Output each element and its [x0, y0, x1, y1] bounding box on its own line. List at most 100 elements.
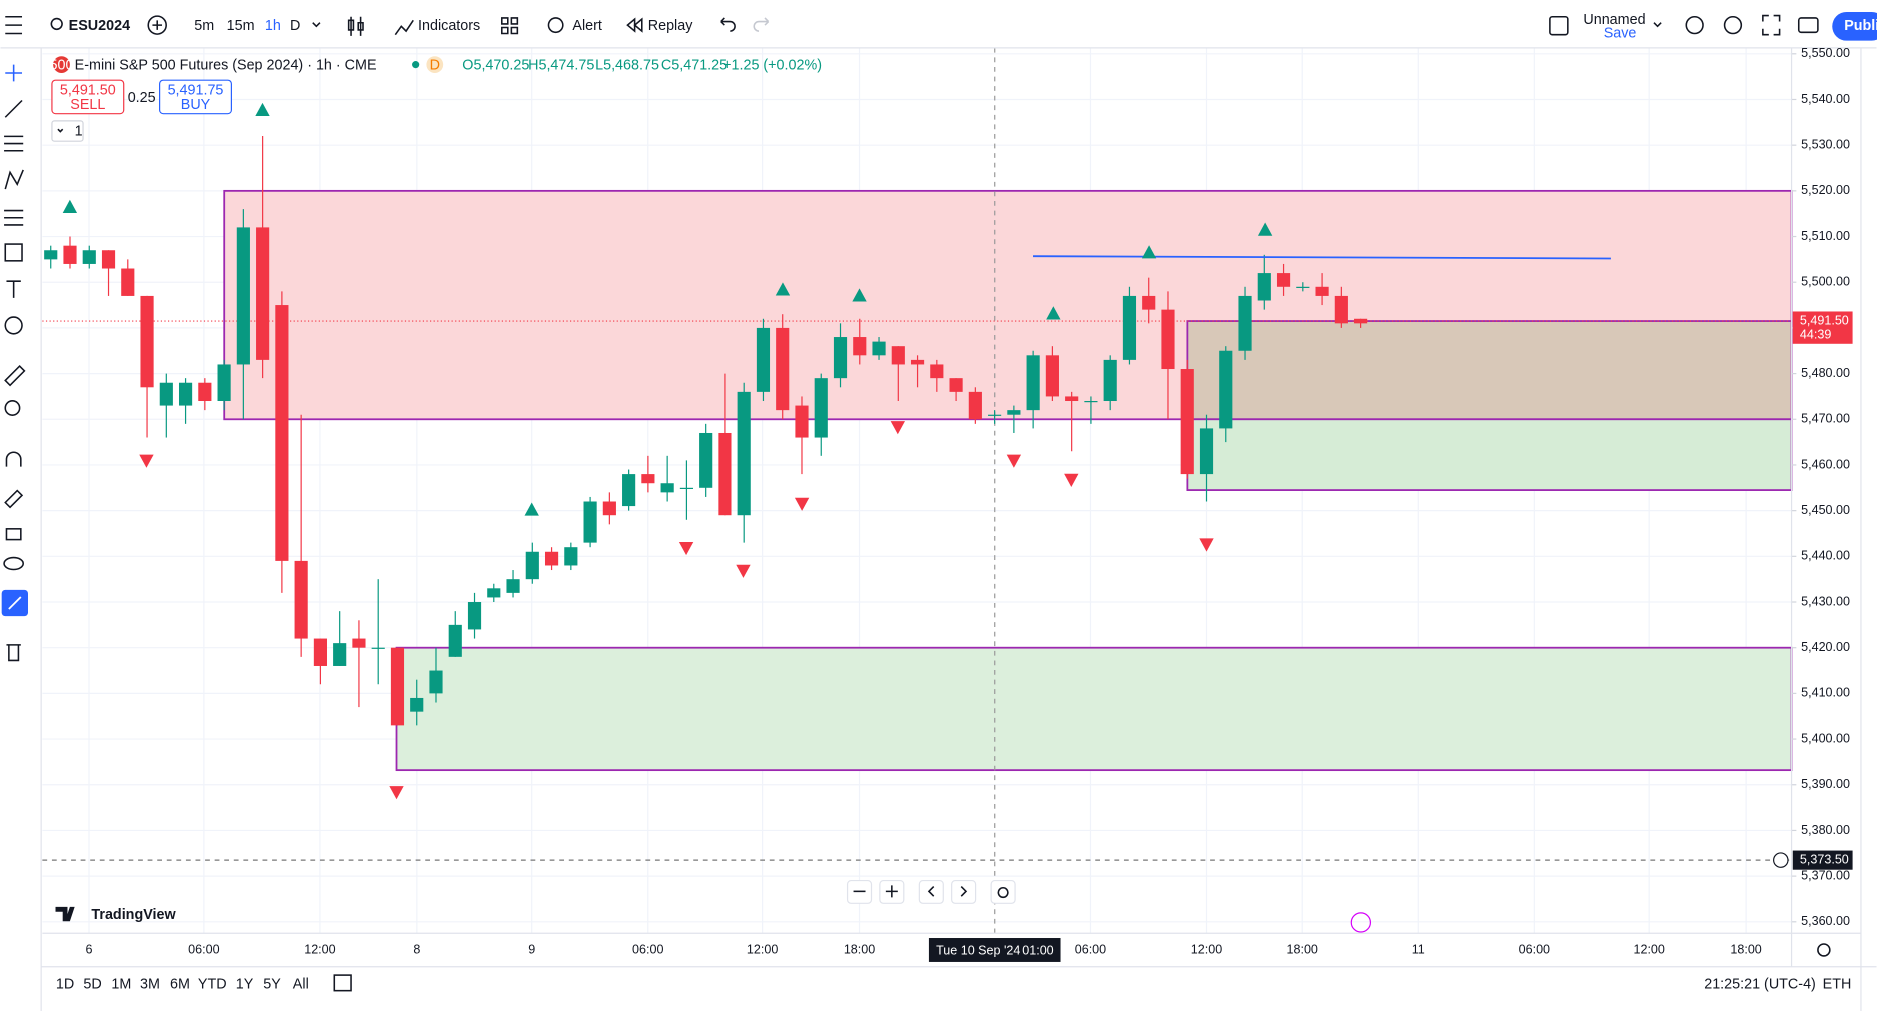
icon-tool[interactable]: [4, 316, 23, 335]
replay-button[interactable]: Replay: [648, 18, 693, 34]
trash-tool[interactable]: [6, 644, 21, 662]
crosshair-price-label: 5,373.50: [1800, 852, 1849, 866]
goto-date[interactable]: [333, 974, 352, 992]
scroll-right[interactable]: [951, 879, 977, 904]
range-button[interactable]: YTD: [198, 976, 227, 992]
shape-tool[interactable]: [4, 243, 23, 262]
add-alert[interactable]: [1773, 852, 1789, 868]
trend-line: [1033, 255, 1611, 260]
top-toolbar: ESU2024 5m 15m 1h D Indicators Alert Rep…: [0, 11, 1877, 49]
interval-menu[interactable]: [312, 22, 321, 28]
line-tool[interactable]: [4, 99, 23, 118]
pattern-tool[interactable]: [4, 169, 24, 190]
add-symbol[interactable]: [147, 15, 167, 35]
flash-icon[interactable]: [1350, 912, 1372, 933]
y-tick-label: 5,360.00: [1801, 914, 1850, 928]
x-tick-label: 12:00: [1191, 942, 1222, 956]
badge-text: 500: [50, 58, 74, 74]
zoom-tool[interactable]: [4, 400, 21, 416]
reset-view[interactable]: [990, 879, 1016, 904]
interval[interactable]: 5m: [194, 18, 214, 34]
quantity[interactable]: 1: [75, 123, 83, 139]
chart-type[interactable]: [347, 16, 364, 36]
interval[interactable]: 15m: [227, 18, 255, 34]
sell-label[interactable]: SELL: [70, 97, 105, 113]
range-button[interactable]: 6M: [170, 976, 190, 992]
buy-button[interactable]: [159, 79, 232, 115]
range-button[interactable]: 3M: [140, 976, 160, 992]
crosshair-time: 01:00: [1022, 943, 1053, 957]
measure-tool[interactable]: [4, 365, 26, 387]
buy-label[interactable]: BUY: [181, 97, 211, 113]
crosshair-tool[interactable]: [5, 64, 23, 82]
scroll-left[interactable]: [918, 879, 944, 904]
symbol[interactable]: ESU2024: [69, 18, 130, 34]
sell-signal: [1006, 454, 1022, 468]
sell-price[interactable]: 5,491.50: [60, 83, 116, 99]
sell-button[interactable]: [51, 79, 125, 115]
session-toggle[interactable]: ETH: [1823, 976, 1852, 992]
range-button[interactable]: 1Y: [236, 976, 254, 992]
magnet-tool[interactable]: [5, 451, 22, 467]
alert-button[interactable]: Alert: [572, 18, 602, 34]
lock-tool[interactable]: [5, 528, 22, 541]
candle-body: [1026, 355, 1040, 411]
range-button[interactable]: 1M: [111, 976, 131, 992]
settings[interactable]: [1723, 15, 1743, 35]
candle-body: [564, 547, 578, 566]
candle-body: [82, 250, 96, 264]
interval-active[interactable]: 1h: [265, 18, 281, 34]
snapshot[interactable]: [1797, 17, 1819, 34]
interval[interactable]: D: [290, 18, 300, 34]
fullscreen[interactable]: [1762, 14, 1781, 36]
forecast-tool[interactable]: [4, 209, 24, 226]
sync-icon: [8, 596, 22, 610]
quick-search[interactable]: [1685, 15, 1704, 35]
y-tick-label: 5,530.00: [1801, 137, 1850, 151]
publish-button[interactable]: [1832, 11, 1877, 41]
x-tick-label: 18:00: [1730, 942, 1761, 956]
range-button[interactable]: 1D: [56, 976, 74, 992]
undo[interactable]: [720, 17, 736, 32]
indicators-button[interactable]: Indicators: [418, 18, 480, 34]
text-tool[interactable]: [6, 280, 21, 298]
quantity-box[interactable]: [51, 120, 84, 142]
clock: 21:25:21 (UTC-4): [1704, 976, 1816, 992]
menu-button[interactable]: [5, 15, 23, 35]
candle-body: [1103, 359, 1117, 402]
range-button[interactable]: All: [293, 976, 309, 992]
candle-body: [699, 432, 713, 488]
range-button[interactable]: 5D: [83, 976, 101, 992]
axis-settings[interactable]: [1817, 943, 1831, 957]
hide-tool[interactable]: [3, 556, 24, 571]
candle-body: [63, 245, 77, 264]
sell-signal: [139, 454, 154, 468]
range-button[interactable]: 5Y: [263, 976, 281, 992]
x-tick-label: 06:00: [1075, 942, 1106, 956]
candle-body: [814, 378, 828, 438]
search-icon[interactable]: [50, 17, 63, 31]
buy-signal: [255, 102, 270, 117]
buy-price[interactable]: 5,491.75: [168, 83, 224, 99]
fib-tool[interactable]: [4, 135, 24, 152]
candle-body: [776, 327, 790, 411]
redo[interactable]: [753, 17, 770, 32]
ohlc-value: H5,474.75: [528, 58, 594, 74]
sell-signal: [794, 497, 810, 511]
layout-name[interactable]: Unnamed: [1583, 12, 1645, 28]
templates[interactable]: [501, 17, 519, 35]
plot: [42, 47, 1793, 934]
zoom-in-icon: [885, 885, 898, 898]
layout-menu[interactable]: [1653, 22, 1662, 28]
layout-checkbox[interactable]: [1549, 15, 1569, 36]
y-tick-label: 5,370.00: [1801, 868, 1850, 882]
instrument-title[interactable]: E-mini S&P 500 Futures (Sep 2024) · 1h ·…: [75, 58, 377, 74]
sell-signal: [1064, 473, 1079, 487]
x-tick-label: 6: [86, 942, 93, 956]
x-tick-label: 06:00: [632, 942, 663, 956]
candle-body: [198, 382, 212, 402]
candle-body: [294, 560, 308, 639]
publish-label[interactable]: Publi: [1844, 18, 1877, 34]
save-label[interactable]: Save: [1604, 25, 1637, 41]
drawing-mode[interactable]: [4, 489, 24, 509]
